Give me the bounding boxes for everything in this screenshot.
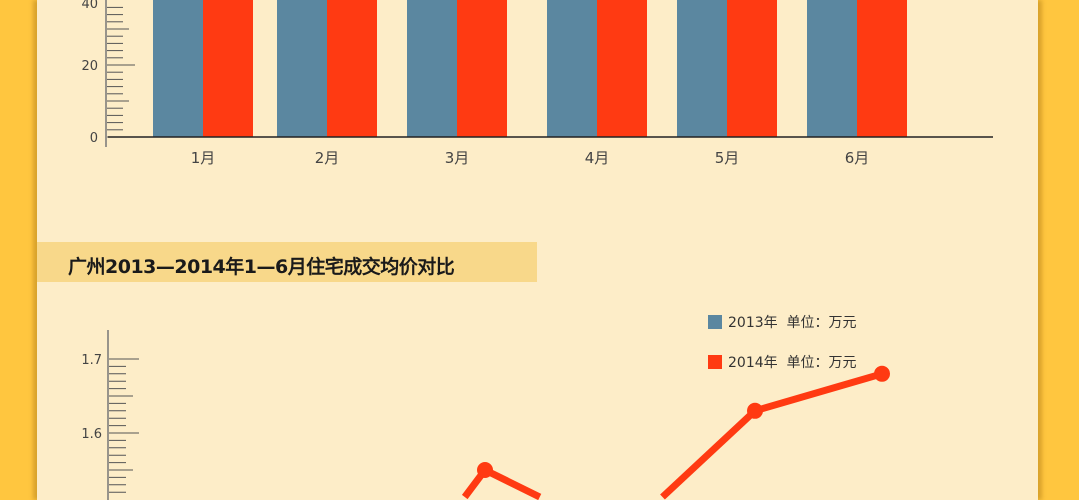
chart-title-band [37, 242, 537, 282]
data-point [747, 402, 763, 419]
bar-2014 [203, 0, 253, 137]
line-segment [754, 370, 883, 415]
bar-2013 [153, 0, 203, 137]
bar-2013 [547, 0, 597, 137]
legend-swatch-2013 [708, 315, 722, 329]
bar-2014 [857, 0, 907, 137]
bar-2014 [597, 0, 647, 137]
y-tick-label: 1.6 [81, 427, 102, 442]
bar-2014 [727, 0, 777, 137]
y-tick-label: 0 [90, 131, 98, 146]
y-tick-label: 1.7 [81, 353, 102, 368]
legend-label: 2013年 单位：万元 [728, 315, 857, 331]
line-segment [660, 408, 758, 500]
x-tick-label: 4月 [585, 149, 610, 167]
x-tick-label: 5月 [715, 149, 740, 167]
bar-2013 [407, 0, 457, 137]
data-point [874, 365, 890, 382]
line-segment [483, 466, 542, 500]
legend-item-2014: 2014年 单位：万元 [708, 352, 857, 372]
legend-item-2013: 2013年 单位：万元 [708, 312, 857, 332]
bar-2013 [807, 0, 857, 137]
y-tick-label: 40 [81, 0, 98, 12]
bar-2013 [677, 0, 727, 137]
x-tick-label: 6月 [845, 149, 870, 167]
x-tick-label: 3月 [445, 149, 470, 167]
x-tick-label: 1月 [191, 149, 216, 167]
bar-2014 [457, 0, 507, 137]
y-tick-label: 20 [81, 59, 98, 74]
bar-2014 [327, 0, 377, 137]
legend-swatch-2014 [708, 355, 722, 369]
data-point [477, 462, 493, 478]
x-tick-label: 2月 [315, 149, 340, 167]
bar-2013 [277, 0, 327, 137]
legend-label: 2014年 单位：万元 [728, 355, 857, 371]
chart-title: 广州2013—2014年1—6月住宅成交均价对比 [68, 256, 455, 278]
